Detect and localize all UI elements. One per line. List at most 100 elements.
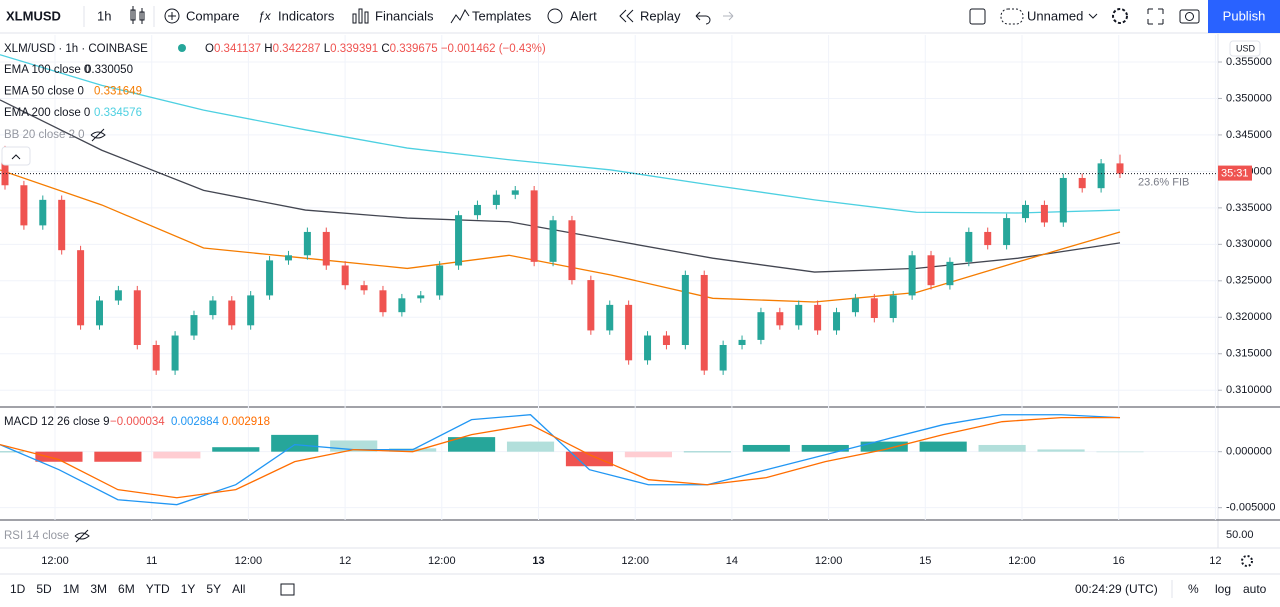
toolbar-button[interactable]: Compare — [186, 8, 239, 23]
replay-icon — [619, 9, 634, 23]
range-button[interactable]: 5Y — [206, 582, 221, 596]
range-button[interactable]: 3M — [90, 582, 107, 596]
indicator-value: 0.331649 — [94, 86, 142, 98]
histogram-bar — [801, 444, 849, 452]
ema-line — [0, 54, 1121, 214]
x-tick-label: 13 — [532, 555, 544, 567]
candle-body — [266, 260, 274, 296]
axis-settings[interactable] — [1241, 555, 1253, 567]
macd-pane — [0, 414, 1222, 509]
x-tick-label: 16 — [1113, 555, 1125, 567]
candle-body — [379, 290, 387, 313]
y-tick-label: -0.005000 — [1226, 502, 1276, 514]
fullscreen-icon[interactable] — [1147, 8, 1164, 25]
candle-body — [114, 290, 122, 301]
rsi-legend: RSI 14 close — [4, 530, 69, 542]
candle-body — [719, 345, 727, 371]
bb-legend: BB 20 close 2 0 — [4, 129, 85, 141]
candle-body — [322, 231, 330, 266]
market-status — [178, 44, 186, 52]
undo-icon[interactable] — [695, 11, 711, 25]
x-tick-label: 12 — [1209, 555, 1221, 567]
y-tick-label: 0.325000 — [1226, 275, 1272, 287]
toolbar-button[interactable]: Alert — [570, 8, 597, 23]
candle-body — [1059, 177, 1067, 223]
change: −0.001462 (−0.43%) — [441, 43, 546, 55]
layout-name[interactable]: Unnamed — [1027, 8, 1083, 23]
toolbar-button[interactable]: Indicators — [278, 8, 335, 23]
date-range-icon[interactable] — [280, 583, 295, 596]
candle-body — [303, 231, 311, 256]
candle-body — [625, 304, 633, 361]
scroll-button[interactable] — [1, 146, 31, 166]
histogram-bar — [978, 444, 1026, 452]
y-tick-label: 0.330000 — [1226, 238, 1272, 250]
y-tick-label: 0.350000 — [1226, 92, 1272, 104]
fib-label: 23.6% FIB — [1138, 176, 1189, 188]
candle-body — [549, 220, 557, 262]
range-button[interactable]: 1M — [63, 582, 80, 596]
range-button[interactable]: 1Y — [181, 582, 196, 596]
histogram-bar — [624, 451, 672, 458]
candle-body — [870, 298, 878, 319]
x-tick-label: 12:00 — [621, 555, 649, 567]
range-button[interactable]: 1D — [10, 582, 26, 596]
settings-icon[interactable] — [1112, 8, 1128, 24]
indicator-value: 0.334576 — [94, 107, 142, 119]
candle-body — [247, 295, 255, 326]
candle-body — [530, 190, 538, 262]
candle-body — [284, 255, 292, 261]
candle-body — [455, 215, 463, 266]
range-button[interactable]: YTD — [146, 582, 170, 596]
publish-label[interactable]: Publish — [1223, 8, 1266, 23]
histogram-bar — [919, 441, 967, 452]
compare-icon — [164, 8, 180, 24]
candle-body — [1078, 177, 1086, 189]
candle-body — [95, 300, 103, 326]
interval[interactable]: 1h — [97, 8, 111, 23]
hidden-icon[interactable] — [90, 128, 106, 142]
range-button[interactable]: 5D — [36, 582, 52, 596]
candle-body — [795, 304, 803, 326]
macd-value: −0.000034 — [110, 416, 165, 428]
candle-body — [814, 304, 822, 331]
range-button[interactable]: 6M — [118, 582, 135, 596]
symbol[interactable]: XLMUSD — [6, 8, 61, 23]
ohlc-value: 0.341137 — [214, 43, 261, 55]
toolbar-button[interactable]: Replay — [640, 8, 681, 23]
toolbar-button[interactable]: Templates — [472, 8, 532, 23]
toolbar-button[interactable]: Financials — [375, 8, 434, 23]
dropdown-icon[interactable] — [1088, 13, 1098, 19]
scale-option[interactable]: log — [1215, 582, 1231, 596]
compare-icon — [168, 12, 176, 20]
x-tick-label: 14 — [726, 555, 738, 567]
histogram-bar — [271, 434, 319, 452]
publish-button[interactable] — [1208, 0, 1280, 33]
histogram-bar — [565, 451, 614, 467]
y-tick-label: 0.320000 — [1226, 311, 1272, 323]
currency-button[interactable] — [1229, 40, 1261, 57]
hidden-icon[interactable] — [74, 529, 90, 543]
histogram-bar — [1096, 451, 1144, 453]
currency[interactable]: USD — [1236, 43, 1256, 53]
snapshot-icon[interactable] — [1179, 9, 1200, 24]
macd-line — [0, 414, 1121, 506]
checkbox[interactable] — [969, 8, 986, 25]
candle-body — [1, 150, 9, 186]
y-tick-label: 0.310000 — [1226, 384, 1272, 396]
ema-line — [0, 99, 1121, 273]
ohlc-value: 0.339675 — [390, 43, 438, 55]
redo-icon[interactable] — [723, 11, 734, 21]
candle-body — [927, 255, 935, 286]
scale-option[interactable]: % — [1188, 582, 1199, 596]
range-button[interactable]: All — [232, 582, 245, 596]
candle-body — [492, 194, 500, 205]
macd-title: MACD 12 26 close 9 — [4, 416, 109, 428]
scale-option[interactable]: auto — [1243, 582, 1267, 596]
histogram-bar — [683, 451, 731, 453]
candle-body — [133, 290, 141, 345]
ohlc-key: L — [324, 43, 331, 55]
ema-line — [0, 169, 1121, 303]
chart-type-icon[interactable] — [130, 6, 145, 24]
